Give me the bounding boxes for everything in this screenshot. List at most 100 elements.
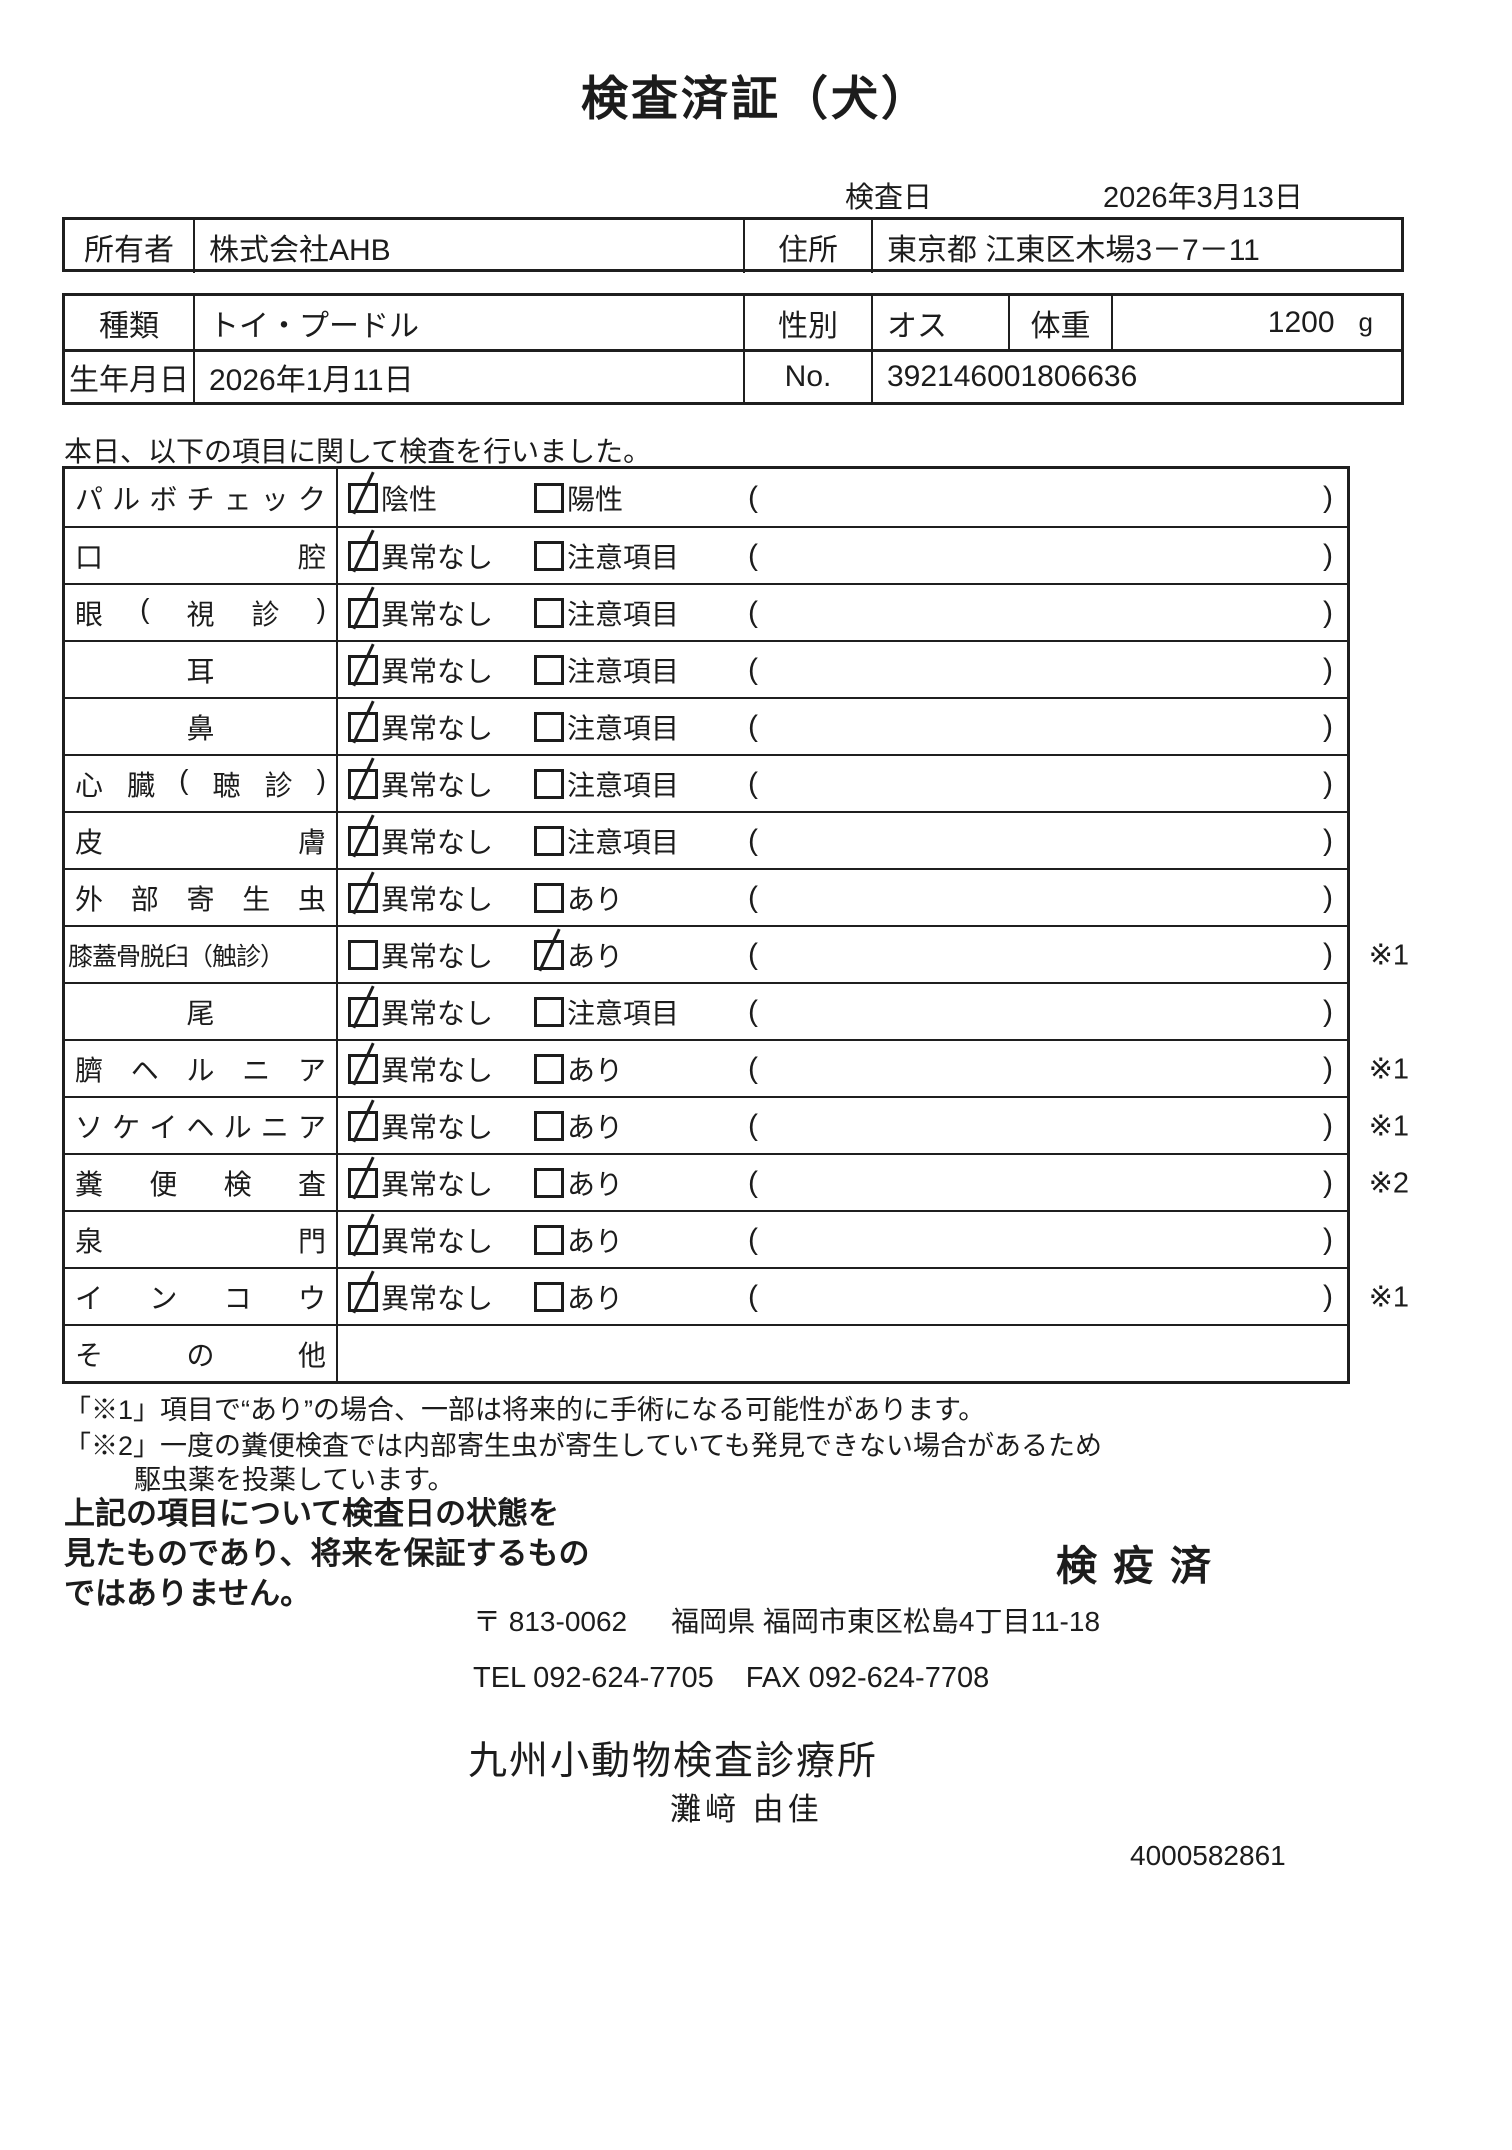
result-cell: 異常なし あり (): [338, 1269, 1347, 1324]
intro-text: 本日、以下の項目に関して検査を行いました。: [64, 436, 652, 467]
option-label: 注意項目: [567, 712, 680, 744]
birth-label: 生年月日: [69, 364, 189, 397]
item-name-text: 臍ヘルニア: [75, 1054, 326, 1086]
inspection-row: 心臓(聴診) 異常なし 注意項目 (): [65, 754, 1347, 811]
remark-paren-open: (: [748, 766, 758, 800]
result-option-primary: 異常なし: [348, 1049, 493, 1089]
result-option-primary: 陰性: [348, 478, 437, 518]
option-label: 異常なし: [381, 997, 494, 1029]
breed-row: 種類 トイ・プードル 性別 オス 体重 1200 g: [65, 296, 1401, 349]
remark-paren-open: (: [748, 1051, 758, 1085]
checked-checkbox-icon: [348, 1110, 378, 1141]
option-label: あり: [567, 1111, 624, 1143]
disclaimer-line-2: 見たものであり、将来を保証するもの: [64, 1536, 590, 1571]
result-cell: 異常なし 注意項目 (): [338, 813, 1347, 868]
unchecked-checkbox-icon: [534, 540, 564, 571]
option-label: 陽性: [567, 483, 624, 515]
sex-label: 性別: [743, 296, 871, 349]
reference-marker: ※1: [1368, 1110, 1409, 1142]
checked-checkbox-icon: [348, 597, 378, 628]
checked-checkbox-icon: [348, 1224, 378, 1255]
item-name-text: 外部寄生虫: [75, 883, 326, 915]
inspection-row: 尾 異常なし 注意項目 (): [65, 982, 1347, 1039]
result-cell: 異常なし 注意項目 (): [338, 642, 1347, 697]
inspection-row: その他: [65, 1324, 1347, 1381]
unchecked-checkbox-icon: [534, 711, 564, 742]
disclaimer-line-3: ではありません。: [64, 1576, 312, 1611]
result-option-secondary: 注意項目: [534, 821, 679, 861]
result-option-secondary: あり: [534, 935, 623, 975]
result-option-secondary: あり: [534, 1220, 623, 1260]
remark-paren-close: ): [1323, 1165, 1333, 1199]
option-label: 異常なし: [381, 883, 494, 915]
inspection-table: パルボチェック陰性 陽性() 口腔異常なし 注意項目() 眼(視診) 異常なし 注意項目()…: [62, 466, 1409, 1384]
serial-number: 4000582861: [1130, 1840, 1286, 1871]
inspection-row: 皮膚 異常なし 注意項目 (): [65, 811, 1347, 868]
item-name: 鼻: [65, 699, 338, 754]
remark-paren-close: ): [1323, 1051, 1333, 1085]
result-option-secondary: 注意項目: [534, 650, 679, 690]
option-label: 異常なし: [381, 769, 494, 801]
result-option-primary: 異常なし: [348, 593, 493, 633]
unchecked-checkbox-icon: [534, 996, 564, 1027]
inspection-row: ソケイヘルニア 異常なし あり () ※1: [65, 1096, 1409, 1153]
item-name-text: 眼(視診): [75, 592, 326, 630]
option-label: 異常なし: [381, 712, 494, 744]
remark-paren-close: ): [1323, 709, 1333, 743]
result-option-secondary: 注意項目: [534, 764, 679, 804]
item-name: 皮膚: [65, 813, 338, 868]
reference-marker: ※1: [1368, 1281, 1409, 1313]
item-name: ソケイヘルニア: [65, 1098, 338, 1153]
tel-number: TEL 092-624-7705: [473, 1662, 714, 1694]
unchecked-checkbox-icon: [534, 597, 564, 628]
checked-checkbox-icon: [348, 654, 378, 685]
owner-value: 株式会社AHB: [193, 220, 743, 273]
remark-paren-close: ): [1323, 595, 1333, 629]
option-label: 注意項目: [567, 769, 680, 801]
address-label: 住所: [743, 220, 871, 273]
quarantine-stamp: 検疫済: [1056, 1543, 1227, 1589]
sex-value: オス: [871, 296, 1008, 349]
inspection-row: 眼(視診) 異常なし 注意項目 (): [65, 583, 1347, 640]
result-option-primary: 異常なし: [348, 1277, 493, 1317]
remark-paren-close: ): [1323, 994, 1333, 1028]
result-cell: 異常なし あり (): [338, 1212, 1347, 1267]
remark-paren-open: (: [748, 1108, 758, 1142]
owner-row: 所有者 株式会社AHB 住所 東京都 江東区木場3－7－11: [65, 220, 1401, 273]
result-option-primary: 異常なし: [348, 878, 493, 918]
remark-paren-close: ): [1323, 937, 1333, 971]
unchecked-checkbox-icon: [534, 768, 564, 799]
item-name-text: 鼻: [186, 712, 215, 744]
unchecked-checkbox-icon: [534, 1053, 564, 1084]
item-name: 眼(視診): [65, 585, 338, 640]
note-2-continued: 駆虫薬を投薬しています。: [134, 1465, 455, 1495]
item-name-text: 尾: [186, 997, 215, 1029]
remark-paren-open: (: [748, 1165, 758, 1199]
clinic-name: 九州小動物検査診療所: [468, 1740, 879, 1783]
result-cell: 陰性 陽性 (): [338, 469, 1347, 526]
option-label: 注意項目: [567, 541, 680, 573]
unchecked-checkbox-icon: [534, 1281, 564, 1312]
remark-paren-close: ): [1323, 880, 1333, 914]
result-option-secondary: 注意項目: [534, 536, 679, 576]
remark-paren-open: (: [748, 1222, 758, 1256]
item-name: パルボチェック: [65, 469, 338, 526]
result-option-primary: 異常なし: [348, 1106, 493, 1146]
reference-marker: ※1: [1368, 1053, 1409, 1085]
checked-checkbox-icon: [534, 939, 564, 970]
option-label: あり: [567, 1225, 624, 1257]
pet-table: 種類 トイ・プードル 性別 オス 体重 1200 g 生年月日 2026年1月1…: [62, 293, 1404, 405]
owner-table: 所有者 株式会社AHB 住所 東京都 江東区木場3－7－11: [62, 217, 1404, 273]
option-label: 異常なし: [381, 826, 494, 858]
owner-label: 所有者: [84, 233, 174, 267]
option-label: 異常なし: [381, 655, 494, 687]
item-name-text: その他: [75, 1339, 326, 1371]
checked-checkbox-icon: [348, 1167, 378, 1198]
inspection-row: 膝蓋骨脱臼（触診） 異常なし あり () ※1: [65, 925, 1409, 982]
result-option-primary: 異常なし: [348, 536, 493, 576]
no-value: 392146001806636: [871, 352, 1401, 402]
inspection-row: 耳 異常なし 注意項目 (): [65, 640, 1347, 697]
item-name: 心臓(聴診): [65, 756, 338, 811]
option-label: 異常なし: [381, 1168, 494, 1200]
unchecked-checkbox-icon: [534, 1110, 564, 1141]
